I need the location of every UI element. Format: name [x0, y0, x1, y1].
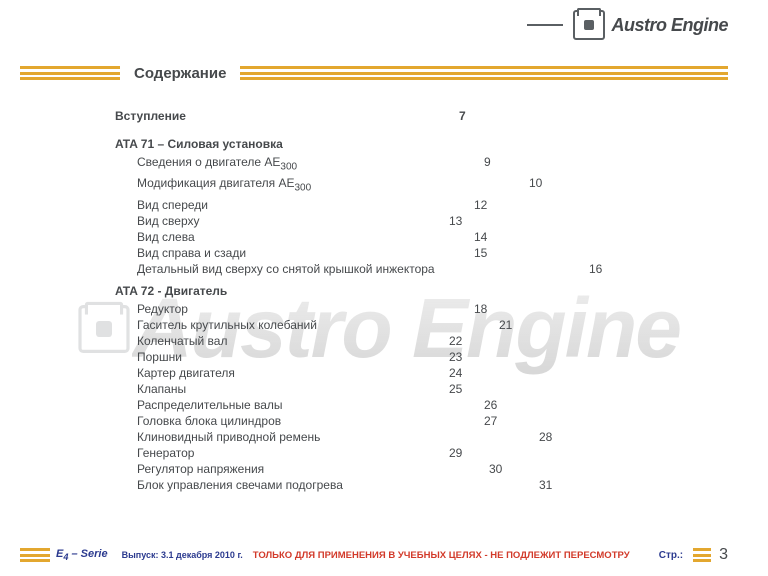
toc-page-number: 9: [480, 154, 491, 170]
toc-page-number: 23: [445, 349, 462, 365]
toc-page-number: 25: [445, 381, 462, 397]
toc-page-number: 31: [535, 477, 552, 493]
toc-page-number: 29: [445, 445, 462, 461]
toc-page-number: 26: [480, 397, 497, 413]
toc-item: Распределительные валы 26: [115, 397, 658, 413]
toc-label: Генератор: [115, 445, 194, 461]
toc-page-number: 12: [470, 197, 487, 213]
toc-page-number: 18: [470, 301, 487, 317]
toc-item: Клиновидный приводной ремень 28: [115, 429, 658, 445]
brand-name: Austro Engine: [611, 15, 728, 36]
toc-section-heading: ATA 72 - Двигатель: [115, 283, 658, 299]
footer-stripe-left: [20, 548, 50, 562]
toc-page-number: 22: [445, 333, 462, 349]
toc-page-number: 7: [455, 108, 466, 124]
toc-item: Картер двигателя 24: [115, 365, 658, 381]
toc-label: Вид слева: [115, 229, 195, 245]
toc-item: Вид слева 14: [115, 229, 658, 245]
footer-issue: Выпуск: 3.1 декабря 2010 г.: [122, 550, 243, 560]
toc-label: Блок управления свечами подогрева: [115, 477, 343, 493]
toc-label: Сведения о двигателе AE300: [115, 154, 297, 175]
toc-section-heading: ATA 71 – Силовая установка: [115, 136, 658, 152]
footer-page-label: Стр.:: [659, 550, 683, 561]
page-title: Содержание: [120, 65, 240, 82]
footer-series: E4 – Serie: [56, 548, 108, 562]
toc-item: Вид справа и сзади 15: [115, 245, 658, 261]
toc-label: Распределительные валы: [115, 397, 283, 413]
toc-page-number: 24: [445, 365, 462, 381]
toc-label: Вид спереди: [115, 197, 208, 213]
toc-item: Детальный вид сверху со снятой крышкой и…: [115, 261, 658, 277]
toc-item: Блок управления свечами подогрева 31: [115, 477, 658, 493]
toc-label: ATA 71 – Силовая установка: [115, 136, 283, 152]
toc-page-number: 27: [480, 413, 497, 429]
toc-label: Модификация двигателя AE300: [115, 175, 311, 196]
toc-label: Регулятор напряжения: [115, 461, 264, 477]
toc-item: Модификация двигателя AE300 10: [115, 175, 658, 196]
toc-item: Клапаны 25: [115, 381, 658, 397]
toc-label: Вступление: [115, 108, 186, 124]
toc-page-number: 21: [495, 317, 512, 333]
toc-label: Вид справа и сзади: [115, 245, 246, 261]
brand-logo-line: [527, 24, 563, 26]
toc-page-number: 16: [585, 261, 602, 277]
toc-item: Генератор 29: [115, 445, 658, 461]
title-row: Содержание: [0, 58, 768, 88]
toc-label: Клапаны: [115, 381, 186, 397]
toc-page-number: 28: [535, 429, 552, 445]
toc-item: Сведения о двигателе AE300 9: [115, 154, 658, 175]
footer-stripe-right: [693, 548, 711, 562]
toc-page-number: 10: [525, 175, 542, 191]
toc-label: Головка блока цилиндров: [115, 413, 281, 429]
toc-label: Гаситель крутильных колебаний: [115, 317, 317, 333]
toc-page-number: 30: [485, 461, 502, 477]
toc-label: Коленчатый вал: [115, 333, 227, 349]
footer: E4 – Serie Выпуск: 3.1 декабря 2010 г. Т…: [0, 544, 768, 566]
table-of-contents: Вступление 7 ATA 71 – Силовая установка Све…: [115, 108, 658, 493]
footer-warning: ТОЛЬКО ДЛЯ ПРИМЕНЕНИЯ В УЧЕБНЫХ ЦЕЛЯХ - …: [253, 550, 659, 561]
toc-label: Клиновидный приводной ремень: [115, 429, 320, 445]
toc-label: ATA 72 - Двигатель: [115, 283, 227, 299]
brand-logo-icon: [573, 10, 605, 40]
toc-item: Поршни 23: [115, 349, 658, 365]
toc-label: Редуктор: [115, 301, 188, 317]
title-stripe-left: [20, 66, 120, 80]
toc-item: Головка блока цилиндров 27: [115, 413, 658, 429]
toc-page-number: 15: [470, 245, 487, 261]
toc-page-number: 13: [445, 213, 462, 229]
toc-item: Регулятор напряжения 30: [115, 461, 658, 477]
toc-label: Поршни: [115, 349, 182, 365]
toc-item: Гаситель крутильных колебаний 21: [115, 317, 658, 333]
toc-label: Вид сверху: [115, 213, 200, 229]
slide-page: Austro Engine Содержание Austro Engine В…: [0, 0, 768, 576]
brand-logo: Austro Engine: [527, 10, 728, 40]
footer-page-number: 3: [719, 546, 728, 564]
toc-item: Коленчатый вал 22: [115, 333, 658, 349]
title-stripe-right: [240, 66, 728, 80]
toc-item: Вид сверху 13: [115, 213, 658, 229]
toc-label: Картер двигателя: [115, 365, 235, 381]
toc-intro: Вступление 7: [115, 108, 658, 124]
toc-item: Вид спереди 12: [115, 197, 658, 213]
toc-item: Редуктор 18: [115, 301, 658, 317]
toc-page-number: 14: [470, 229, 487, 245]
toc-label: Детальный вид сверху со снятой крышкой и…: [115, 261, 435, 277]
